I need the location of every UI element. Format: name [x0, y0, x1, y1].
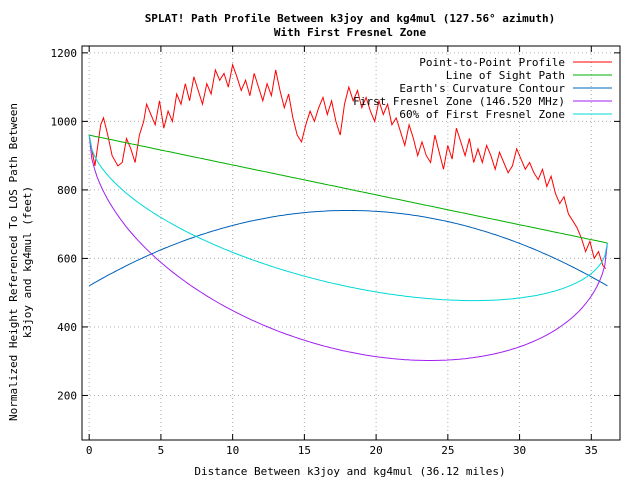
- chart-subtitle: With First Fresnel Zone: [274, 26, 427, 39]
- x-axis-label: Distance Between k3joy and kg4mul (36.12…: [194, 465, 505, 478]
- series-layer: [88, 62, 608, 361]
- x-tick-label: 0: [86, 444, 93, 457]
- x-tick-label: 5: [158, 444, 165, 457]
- axis-ticks: 0 5 10 15 20 25 30 35 200 400 600 800 1000 1200: [51, 46, 620, 457]
- y-tick-label: 1200: [51, 47, 78, 60]
- x-tick-label: 25: [441, 444, 454, 457]
- chart-title: SPLAT! Path Profile Between k3joy and kg…: [145, 12, 556, 25]
- legend-label-fresnel60: 60% of First Fresnel Zone: [399, 108, 565, 121]
- legend: Point-to-Point Profile Line of Sight Pat…: [353, 56, 612, 121]
- legend-label-profile: Point-to-Point Profile: [419, 56, 565, 69]
- x-tick-label: 30: [513, 444, 526, 457]
- series-line-los: [89, 134, 608, 244]
- legend-label-curvature: Earth's Curvature Contour: [399, 82, 565, 95]
- legend-label-fresnel: First Fresnel Zone (146.520 MHz): [353, 95, 565, 108]
- x-tick-label: 35: [585, 444, 598, 457]
- x-tick-label: 10: [226, 444, 239, 457]
- grid-lines: [82, 46, 620, 440]
- series-line-fresnel60: [88, 135, 608, 302]
- y-tick-label: 800: [57, 184, 77, 197]
- x-tick-label: 20: [369, 444, 382, 457]
- y-tick-label: 1000: [51, 115, 78, 128]
- series-line-profile: [88, 62, 607, 270]
- y-axis-label-line1: Normalized Height Referenced To LOS Path…: [7, 103, 20, 421]
- y-tick-label: 400: [57, 321, 77, 334]
- legend-label-los: Line of Sight Path: [446, 69, 565, 82]
- y-axis-label-line2: k3joy and kg4mul (feet): [21, 186, 34, 338]
- x-tick-label: 15: [298, 444, 311, 457]
- series-line-curvature: [88, 210, 608, 287]
- y-tick-label: 200: [57, 389, 77, 402]
- y-tick-label: 600: [57, 252, 77, 265]
- plot-frame: [81, 45, 621, 441]
- series-line-fresnel: [88, 135, 608, 361]
